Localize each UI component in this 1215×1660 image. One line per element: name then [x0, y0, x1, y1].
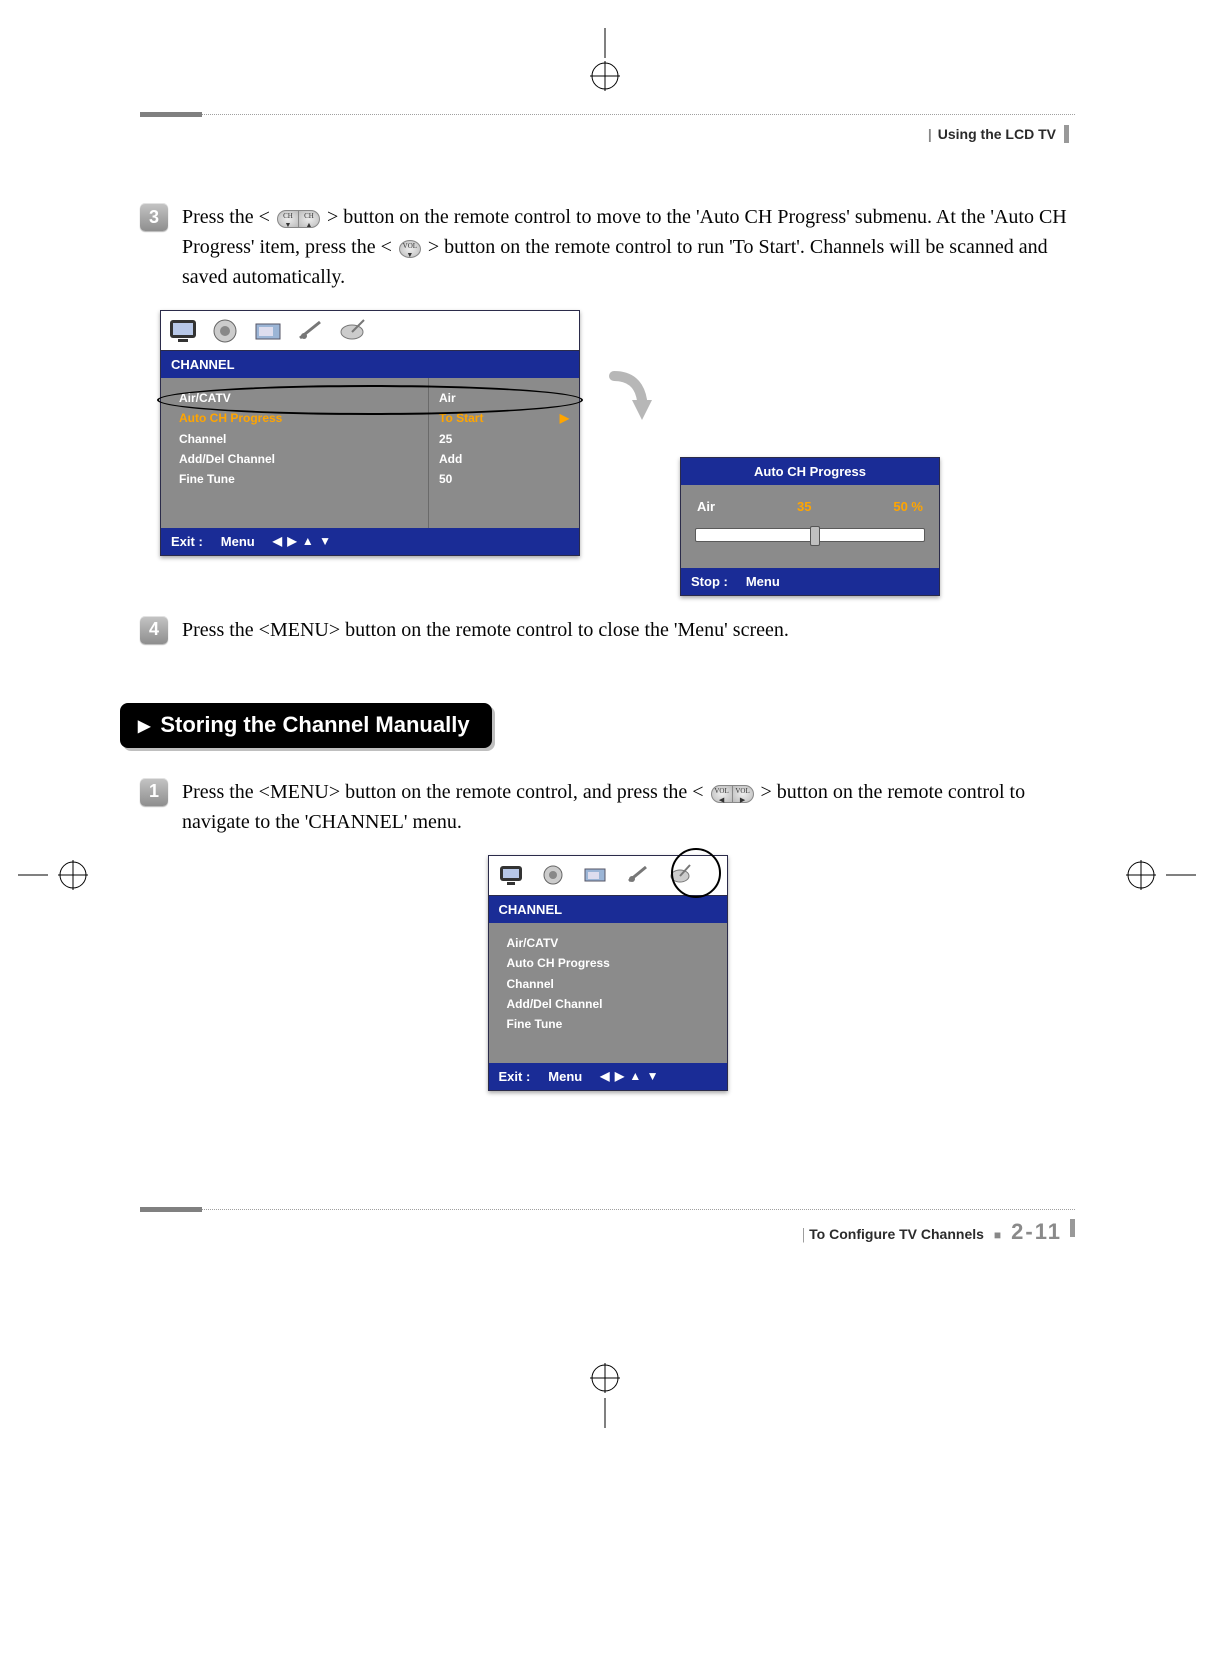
header-section-label: |Using the LCD TV: [140, 126, 1075, 142]
channel-tab-icon: [249, 313, 289, 347]
progress-label: Air: [697, 499, 715, 514]
step-text: Press the <MENU> button on the remote co…: [182, 616, 1075, 645]
menu-item: Channel: [507, 974, 727, 994]
step-badge: 3: [140, 203, 168, 231]
progress-bar: [695, 528, 925, 542]
step-4: 4 Press the <MENU> button on the remote …: [140, 616, 1075, 645]
osd-footer: Stop : Menu: [681, 568, 939, 595]
antenna-tab-icon: [333, 313, 373, 347]
crop-mark-right: [1096, 855, 1196, 895]
channel-tab-icon: [577, 858, 617, 892]
setup-tab-icon: [619, 858, 659, 892]
menu-value: 25: [439, 429, 579, 449]
step-text: Press the < CH▼CH▲ > button on the remot…: [182, 203, 1075, 292]
nav-arrows-icon: ◀ ▶ ▲ ▼: [600, 1069, 659, 1083]
menu-item: Fine Tune: [507, 1014, 727, 1034]
menu-item: Fine Tune: [179, 469, 428, 489]
menu-item: Channel: [179, 429, 428, 449]
setup-tab-icon: [291, 313, 331, 347]
header-rule: [140, 110, 1075, 120]
step-text: Press the <MENU> button on the remote co…: [182, 778, 1075, 837]
section-heading: Storing the Channel Manually: [120, 703, 492, 748]
curved-arrow-icon: [608, 370, 652, 427]
step-1: 1 Press the <MENU> button on the remote …: [140, 778, 1075, 837]
step-3: 3 Press the < CH▼CH▲ > button on the rem…: [140, 203, 1075, 292]
crop-mark-top: [555, 28, 655, 98]
osd-channel-menu: CHANNEL Air/CATV Auto CH Progress Channe…: [160, 310, 580, 556]
vol-left-right-icon: VOL◀VOL▶: [711, 779, 754, 808]
menu-value: Add: [439, 449, 579, 469]
osd-title: Auto CH Progress: [681, 458, 939, 485]
menu-item: Auto CH Progress: [507, 953, 727, 973]
menu-item: Air/CATV: [507, 933, 727, 953]
sound-tab-icon: [535, 858, 575, 892]
osd-auto-ch-progress: Auto CH Progress Air 35 50 % Stop : Menu: [680, 457, 940, 596]
progress-thumb: [810, 526, 820, 546]
osd-tab-icons: [161, 311, 579, 351]
highlight-circle: [671, 848, 721, 898]
vol-down-icon: VOL▼: [399, 234, 421, 263]
sound-tab-icon: [207, 313, 247, 347]
nav-arrows-icon: ◀ ▶ ▲ ▼: [273, 534, 332, 548]
menu-value: 50: [439, 469, 579, 489]
menu-item: Add/Del Channel: [179, 449, 428, 469]
footer-rule: [140, 1205, 1075, 1215]
picture-tab-icon: [165, 313, 205, 347]
osd-footer: Exit : Menu ◀ ▶ ▲ ▼: [489, 1063, 727, 1090]
menu-item: Add/Del Channel: [507, 994, 727, 1014]
ch-down-up-icon: CH▼CH▲: [277, 204, 320, 233]
osd-title: CHANNEL: [489, 896, 727, 923]
crop-mark-left: [18, 855, 118, 895]
step-badge: 1: [140, 778, 168, 806]
crop-mark-bottom: [555, 1358, 655, 1428]
progress-channel: 35: [797, 499, 811, 514]
progress-percent: 50 %: [893, 499, 923, 514]
highlight-ellipse: [157, 385, 583, 415]
osd-title: CHANNEL: [161, 351, 579, 378]
osd-channel-menu-compact: CHANNEL Air/CATV Auto CH Progress Channe…: [488, 855, 728, 1091]
osd-footer: Exit : Menu ◀ ▶ ▲ ▼: [161, 528, 579, 555]
step-badge: 4: [140, 616, 168, 644]
footer-label: | To Configure TV Channels ■ 2-11: [140, 1219, 1075, 1245]
picture-tab-icon: [493, 858, 533, 892]
